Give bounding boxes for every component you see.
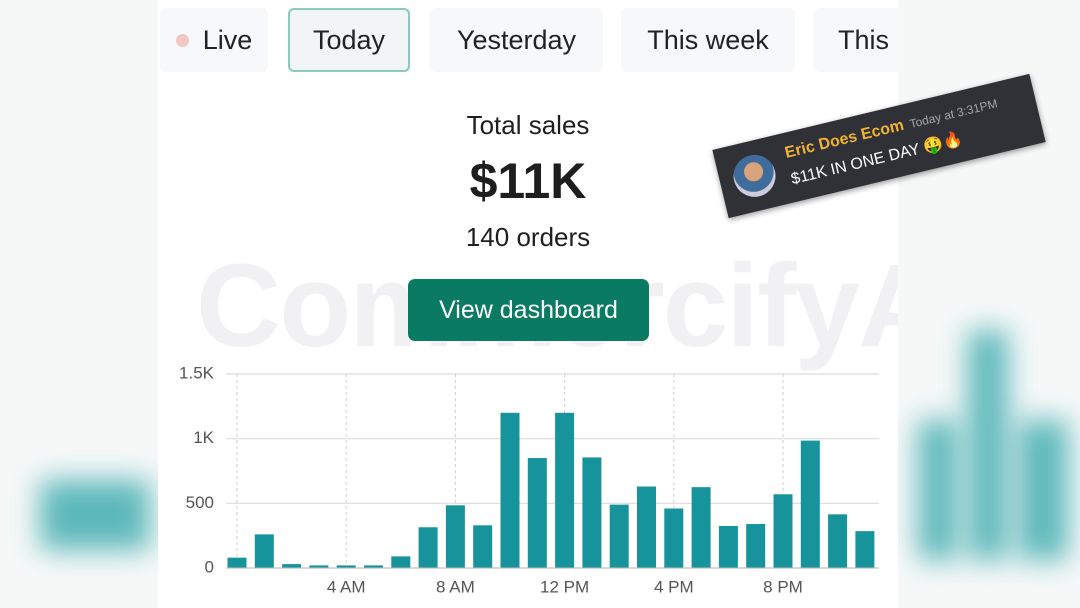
bar bbox=[718, 525, 738, 568]
bar bbox=[582, 457, 602, 568]
bar bbox=[309, 565, 329, 568]
tab-label: This bbox=[838, 24, 890, 55]
bar bbox=[691, 487, 711, 568]
bar bbox=[527, 458, 547, 568]
bar bbox=[664, 508, 684, 568]
bar bbox=[418, 527, 438, 568]
tab[interactable]: This week bbox=[621, 8, 795, 72]
bar bbox=[746, 524, 766, 568]
bar bbox=[336, 565, 356, 568]
y-tick-label: 1.5K bbox=[179, 363, 215, 382]
sales-label: Total sales bbox=[466, 110, 590, 140]
bar bbox=[254, 534, 274, 568]
bar bbox=[800, 440, 820, 568]
bar bbox=[282, 564, 302, 568]
tab[interactable]: Live bbox=[160, 8, 268, 72]
live-dot bbox=[175, 33, 189, 47]
x-tick-label: 8 AM bbox=[436, 577, 475, 596]
bar bbox=[555, 412, 575, 568]
tab-label: Yesterday bbox=[456, 24, 577, 55]
bar bbox=[364, 565, 383, 568]
bar bbox=[445, 505, 465, 568]
bar bbox=[391, 556, 411, 568]
message-time: Today at 3:31PM bbox=[908, 96, 999, 132]
x-tick-label: 4 PM bbox=[654, 577, 694, 596]
y-tick-label: 500 bbox=[186, 493, 214, 512]
sales-amount: $11K bbox=[469, 153, 587, 209]
tab-label: Live bbox=[202, 24, 253, 55]
tab-label: Today bbox=[312, 24, 386, 55]
tab[interactable]: Yesterday bbox=[430, 8, 603, 72]
y-tick-label: 0 bbox=[205, 557, 214, 576]
x-tick-label: 4 AM bbox=[327, 577, 366, 596]
orders-count: 140 orders bbox=[465, 222, 591, 252]
bar bbox=[828, 514, 848, 568]
blurred-background-left bbox=[0, 0, 158, 608]
y-tick-label: 1K bbox=[193, 428, 214, 447]
bar bbox=[855, 531, 875, 568]
avatar bbox=[729, 150, 780, 202]
bar bbox=[227, 557, 247, 568]
tab-selected[interactable]: Today bbox=[288, 8, 410, 72]
view-dashboard-button[interactable]: View dashboard bbox=[408, 279, 649, 341]
bar bbox=[609, 504, 629, 568]
bar bbox=[473, 525, 493, 568]
tab-label: This week bbox=[647, 24, 769, 55]
x-tick-label: 8 PM bbox=[763, 577, 803, 596]
bar bbox=[637, 486, 656, 568]
bar bbox=[773, 494, 793, 568]
tab[interactable]: This bbox=[814, 8, 898, 72]
bar bbox=[500, 412, 520, 568]
x-tick-label: 12 PM bbox=[540, 577, 589, 596]
